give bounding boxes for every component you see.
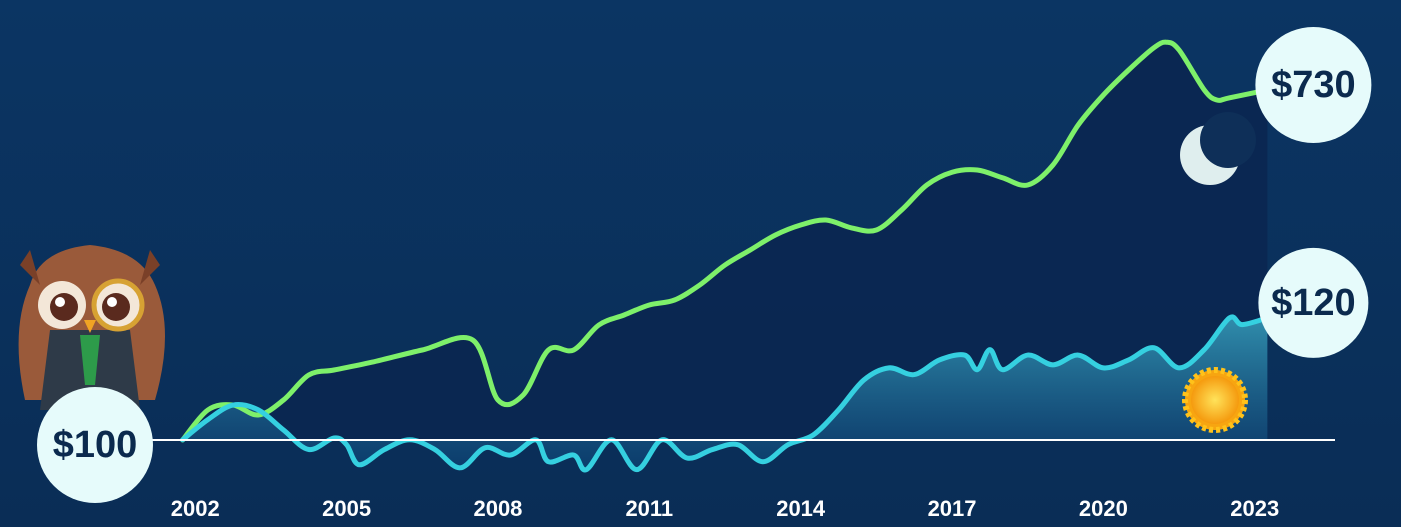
- x-tick-label: 2017: [928, 496, 977, 521]
- x-tick-label: 2008: [473, 496, 522, 521]
- moon-icon: [1180, 112, 1256, 185]
- x-tick-label: 2005: [322, 496, 371, 521]
- line: [180, 314, 1270, 473]
- value-badge: [37, 387, 153, 503]
- x-tick-label: 2020: [1079, 496, 1128, 521]
- sun-icon: [1182, 367, 1248, 433]
- area: [182, 316, 1268, 470]
- value-label: $730: [1271, 64, 1356, 106]
- labels: $730 $120 $100 2002 2005 2008 2011 2014 2017 2020…: [37, 27, 1372, 521]
- x-tick-label: 2002: [171, 496, 220, 521]
- line: [180, 39, 1270, 443]
- owl-mascot: [18, 245, 166, 410]
- decorations: [18, 112, 1256, 433]
- x-tick-label: 2014: [776, 496, 826, 521]
- value-badge: [1255, 27, 1372, 143]
- lines: [150, 39, 1335, 473]
- value-badge: [1258, 247, 1369, 358]
- value-label: $120: [1271, 282, 1356, 324]
- x-tick-label: 2011: [625, 496, 673, 521]
- baseline-label: $100: [53, 424, 138, 466]
- x-tick-label: 2023: [1230, 496, 1279, 521]
